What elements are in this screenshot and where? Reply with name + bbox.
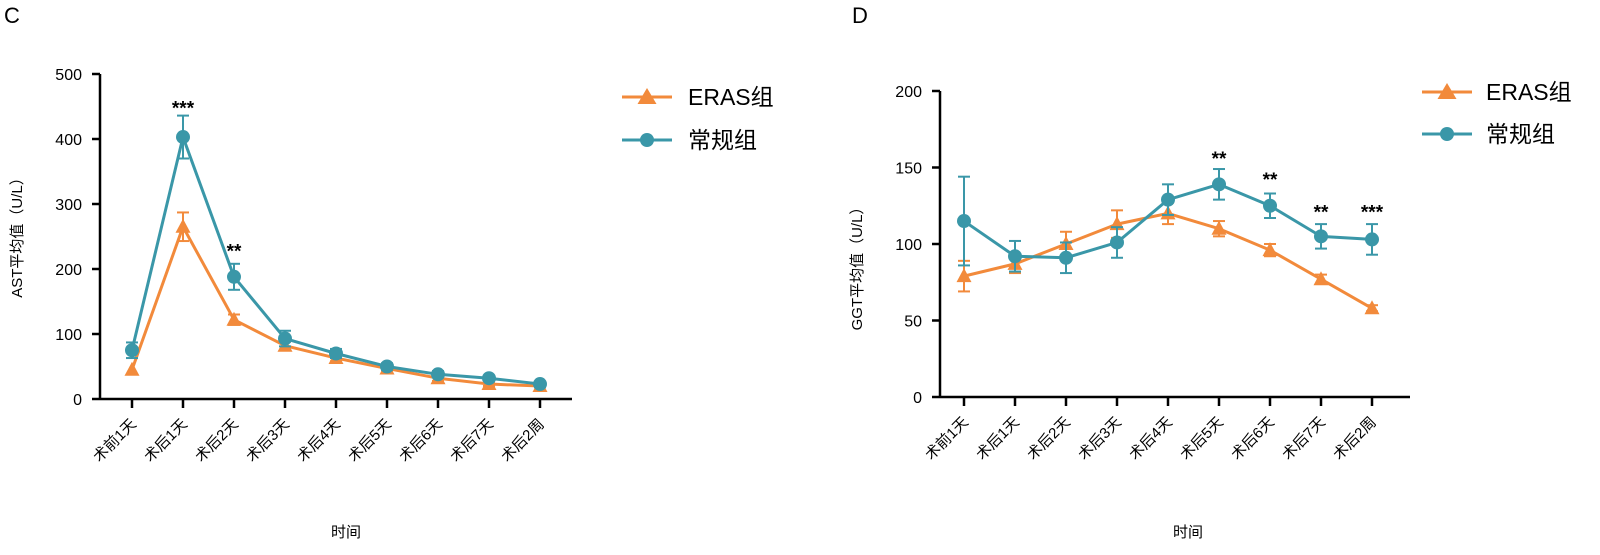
significance-marker: **	[1314, 202, 1329, 223]
panel-label-c: C	[4, 3, 20, 28]
y-tick-label: 0	[73, 392, 82, 409]
x-tick-label: 术后2周	[1330, 414, 1380, 464]
data-point-eras	[1313, 271, 1329, 286]
legend-triangle-icon	[637, 88, 657, 104]
x-tick-label: 术后2天	[192, 416, 242, 466]
x-axis-title-d: 时间	[1173, 524, 1203, 541]
data-point-eras	[175, 218, 191, 233]
panel-label-d: D	[852, 3, 868, 28]
data-point-eras	[1364, 300, 1380, 315]
data-point-conventional	[1263, 198, 1277, 213]
y-tick-label: 200	[895, 84, 922, 101]
legend-circle-icon	[1440, 127, 1454, 141]
legend-item-conventional-c: 常规组	[622, 127, 757, 153]
y-tick-label: 50	[904, 314, 922, 331]
data-point-eras	[956, 268, 972, 283]
x-tick-label: 术后2周	[498, 416, 548, 466]
x-tick-label: 术后3天	[243, 416, 293, 466]
legend-label-conventional-c: 常规组	[688, 127, 757, 153]
x-tick-label: 术后4天	[1126, 414, 1176, 464]
x-tick-label: 术后7天	[447, 416, 497, 466]
x-tick-label: 术后2天	[1024, 414, 1074, 464]
series-line-eras	[963, 211, 1373, 310]
significance-marker: ***	[1361, 202, 1384, 223]
data-point-eras	[1211, 220, 1227, 235]
y-tick-label: 400	[55, 132, 82, 149]
x-tick-label: 术前1天	[90, 416, 140, 466]
y-tick-label: 100	[55, 327, 82, 344]
x-tick-label: 术后5天	[345, 416, 395, 466]
data-point-eras	[124, 361, 140, 376]
y-axis-title-d: GGT平均值（U/L）	[849, 200, 866, 331]
legend-item-eras-c: ERAS组	[622, 84, 774, 110]
x-tick-label: 术后6天	[1228, 414, 1278, 464]
data-point-conventional	[533, 377, 547, 392]
significance-marker: ***	[172, 99, 195, 120]
x-tick-label: 术后4天	[294, 416, 344, 466]
data-point-eras	[226, 311, 242, 326]
x-tick-label: 术后6天	[396, 416, 446, 466]
y-tick-label: 200	[55, 262, 82, 279]
data-point-conventional	[1110, 235, 1124, 250]
data-point-conventional	[1161, 192, 1175, 207]
x-tick-label: 术后5天	[1177, 414, 1227, 464]
data-point-conventional	[1008, 249, 1022, 264]
data-point-conventional	[125, 343, 139, 358]
x-axis-title-c: 时间	[331, 524, 361, 541]
x-tick-label: 术后1天	[141, 416, 191, 466]
legend-label-conventional-d: 常规组	[1486, 121, 1555, 147]
x-tick-label: 术后1天	[973, 414, 1023, 464]
data-point-conventional	[278, 331, 292, 346]
legend-label-eras-d: ERAS组	[1486, 79, 1572, 105]
data-point-conventional	[380, 359, 394, 374]
significance-marker: **	[227, 242, 242, 263]
y-tick-label: 500	[55, 67, 82, 84]
y-tick-label: 300	[55, 197, 82, 214]
data-point-conventional	[176, 130, 190, 145]
legend-label-eras-c: ERAS组	[688, 84, 774, 110]
data-point-conventional	[227, 269, 241, 284]
x-tick-label: 术后3天	[1075, 414, 1125, 464]
y-tick-label: 0	[913, 390, 922, 407]
data-point-conventional	[1365, 232, 1379, 247]
data-point-conventional	[1314, 229, 1328, 244]
legend-item-conventional-d: 常规组	[1422, 121, 1555, 147]
data-point-conventional	[482, 371, 496, 386]
data-point-conventional	[1059, 250, 1073, 265]
data-point-conventional	[431, 367, 445, 382]
significance-marker: **	[1263, 170, 1278, 191]
y-tick-label: 150	[895, 161, 922, 178]
data-point-conventional	[1212, 177, 1226, 192]
x-tick-label: 术后7天	[1279, 414, 1329, 464]
data-point-eras	[1262, 242, 1278, 257]
legend-item-eras-d: ERAS组	[1422, 79, 1572, 105]
data-point-conventional	[329, 346, 343, 361]
significance-marker: **	[1212, 149, 1227, 170]
data-point-conventional	[957, 214, 971, 229]
y-axis-title-c: AST平均值（U/L）	[9, 170, 26, 298]
x-tick-label: 术前1天	[922, 414, 972, 464]
legend-circle-icon	[640, 133, 654, 147]
chart-panel-c: C AST平均值（U/L） 时间 0 100 200 300 400 500 术前1天 术后1…	[4, 3, 774, 541]
legend-triangle-icon	[1437, 83, 1457, 99]
y-tick-label: 100	[895, 237, 922, 254]
